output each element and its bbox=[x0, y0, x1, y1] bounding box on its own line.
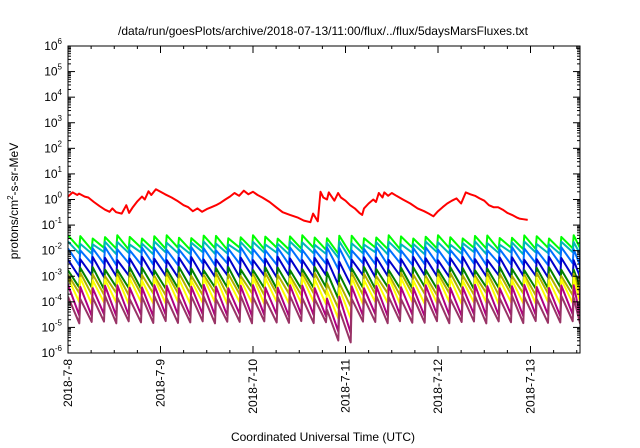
y-tick-label: 10-5 bbox=[42, 318, 63, 334]
x-tick-label: 2018-7-10 bbox=[246, 359, 260, 414]
y-tick-label: 102 bbox=[44, 139, 62, 155]
y-tick-label: 100 bbox=[44, 191, 62, 207]
x-axis-label: Coordinated Universal Time (UTC) bbox=[231, 430, 415, 444]
y-tick-label: 10-3 bbox=[42, 267, 63, 283]
series-layer bbox=[68, 188, 580, 344]
plot-frame bbox=[67, 45, 581, 354]
series-line-10 bbox=[68, 294, 580, 344]
y-tick-label: 10-4 bbox=[42, 293, 63, 309]
series-line-9 bbox=[68, 283, 580, 335]
x-tick-label: 2018-7-8 bbox=[61, 359, 75, 407]
series-line-3 bbox=[68, 240, 580, 261]
y-tick-label: 105 bbox=[44, 63, 62, 79]
series-line-1 bbox=[68, 188, 528, 224]
y-tick-label: 10-2 bbox=[42, 242, 63, 258]
series-line-4 bbox=[68, 246, 580, 272]
y-axis-label: protons/cm2-s-sr-MeV bbox=[6, 143, 21, 259]
y-tick-label: 106 bbox=[44, 37, 62, 53]
series-line-2 bbox=[68, 234, 580, 256]
y-tick-label: 10-1 bbox=[42, 216, 63, 232]
series-line-7 bbox=[68, 271, 580, 310]
y-tick-label: 104 bbox=[44, 88, 62, 104]
x-tick-label: 2018-7-11 bbox=[339, 359, 353, 413]
series-line-6 bbox=[68, 266, 580, 300]
y-tick-label: 10-6 bbox=[42, 344, 63, 360]
y-tick-label: 101 bbox=[44, 165, 62, 181]
x-tick-label: 2018-7-9 bbox=[154, 359, 168, 407]
axes-layer: 10-6 10-5 10-4 10-3 10-2 10-1 100 101 102 103 104 1… bbox=[42, 37, 580, 414]
chart-title: /data/run/goesPlots/archive/2018-07-13/1… bbox=[118, 24, 529, 38]
series-line-5 bbox=[68, 255, 580, 286]
x-tick-label: 2018-7-12 bbox=[431, 359, 445, 414]
x-tick-label: 2018-7-13 bbox=[524, 359, 538, 414]
series-line-8 bbox=[68, 276, 580, 320]
y-tick-label: 103 bbox=[44, 114, 62, 130]
